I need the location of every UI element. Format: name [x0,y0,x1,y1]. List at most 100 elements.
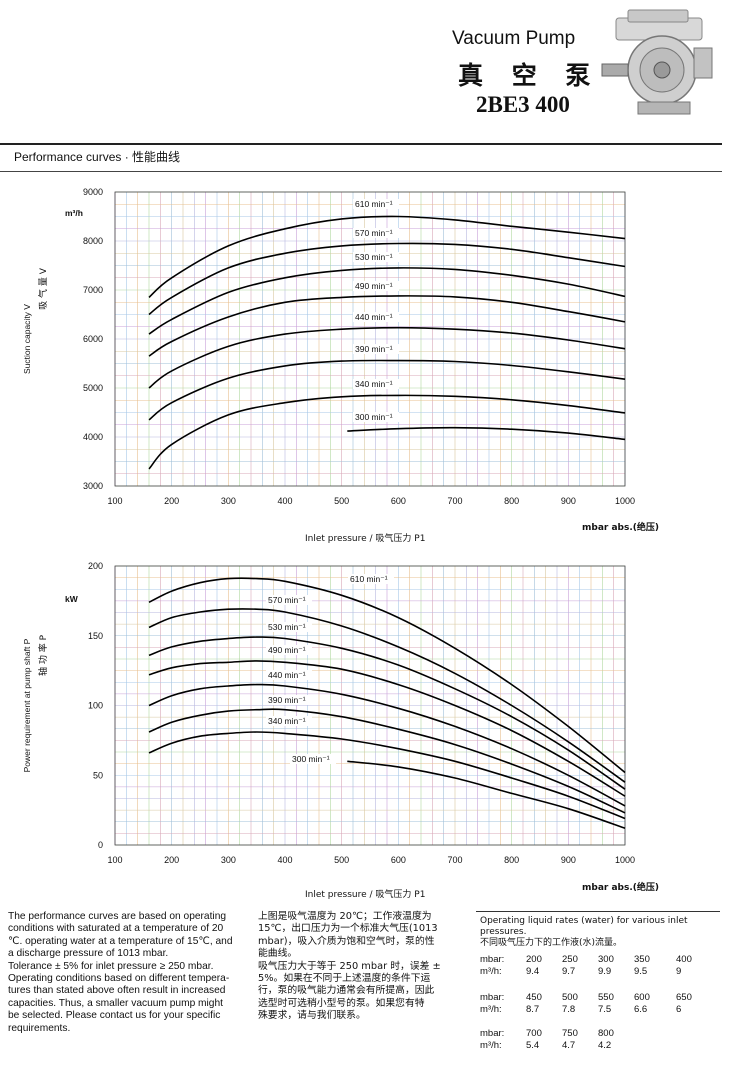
chart-xtick-label: 900 [561,855,576,865]
model-name: 2BE3 400 [476,92,570,117]
chart-series-label: 570 min⁻¹ [268,595,306,605]
chart-series-line [148,731,626,820]
note-cn-line: 行，泵的吸气能力通常会有所提高，因此 [258,985,435,997]
rates-flow-value: 6 [676,1004,682,1015]
chart-series-label: 440 min⁻¹ [355,312,393,322]
chart-series-line [148,242,626,316]
chart-series-label: 490 min⁻¹ [355,281,393,291]
operating-liquid-table [476,911,720,1060]
chart-series-label-bg [266,716,312,726]
chart-xtick-label: 700 [447,496,462,506]
note-en-line: requirements. [8,1022,71,1034]
chart-xtick-label: 300 [221,855,236,865]
chart-series-label: 610 min⁻¹ [350,574,388,584]
chart-series-label-bg [353,312,399,322]
chart-xtick-label: 300 [221,496,236,506]
chart-ytick-label: 6000 [83,334,103,344]
chart-series-line [148,295,626,357]
chart-ytick-label: 50 [93,770,103,780]
chart-series-line [148,608,626,783]
chart-ytick-label: 5000 [83,383,103,393]
rates-mbar-label: mbar: [480,1028,505,1039]
operating-liquid-title-cn: 不同吸气压力下的工作液(水)流量。 [480,938,623,948]
chart-ylabel-cn: 吸 气 量 V [37,267,49,310]
title-cn: 真 空 泵 [458,61,601,90]
chart-xlabel: Inlet pressure / 吸气压力 P1 [305,888,425,900]
chart-series-label-bg [348,574,394,584]
note-english: The performance curves are based on oper… [8,911,248,1035]
chart-series-label-bg [353,412,399,422]
chart-yunit: m³/h [65,208,83,218]
chart-ytick-label: 150 [88,631,103,641]
chart-ytick-label: 4000 [83,432,103,442]
operating-liquid-title-en: Operating liquid rates (water) for vario… [480,916,688,937]
rates-mbar-value: 350 [634,954,650,965]
chart-series-line [148,394,626,470]
chart-ylabel-cn: 轴 功 率 P [37,634,49,676]
rates-flow-value: 7.8 [562,1004,576,1015]
title-en: Vacuum Pump [452,28,576,49]
chart-xtick-label: 800 [504,855,519,865]
rates-mbar-value: 550 [598,992,614,1003]
chart-series-label: 610 min⁻¹ [355,199,393,209]
chart-series-label: 300 min⁻¹ [292,754,330,764]
note-cn-line: 能曲线。 [258,948,298,960]
chart-xtick-label: 200 [164,496,179,506]
chart-series-label: 390 min⁻¹ [268,695,306,705]
chart-series-line [347,760,626,830]
chart-series-label-bg [266,595,312,605]
chart-series-label-bg [266,622,312,632]
chart-ytick-label: 9000 [83,187,103,197]
rates-flow-label: m³/h: [480,1040,502,1051]
chart-series-label: 390 min⁻¹ [355,344,393,354]
chart-ytick-label: 3000 [83,481,103,491]
chart-xunit: mbar abs.(绝压) [582,881,659,893]
operating-liquid-title: Operating liquid rates (water) for vario… [480,916,720,949]
chart-ytick-label: 7000 [83,285,103,295]
chart-series-label-bg [266,670,312,680]
chart-series-label-bg [353,281,399,291]
chart-series-label-bg [290,754,336,764]
chart-xtick-label: 400 [277,496,292,506]
chart-series-line [148,577,626,774]
chart-xtick-label: 1000 [615,855,635,865]
chart-series-label: 570 min⁻¹ [355,228,393,238]
chart-ytick-label: 8000 [83,236,103,246]
chart-frame [114,191,626,487]
rates-flow-value: 9.9 [598,966,612,977]
note-en-line: a discharge pressure of 1013 mbar. [8,948,169,960]
chart-xtick-label: 600 [391,855,406,865]
rates-flow-value: 8.7 [526,1004,540,1015]
note-en-line: The performance curves are based on oper… [8,911,227,922]
chart-xtick-label: 400 [277,855,292,865]
rates-mbar-value: 400 [676,954,692,965]
note-en-line: tures than stated above often result in … [8,985,226,997]
note-en-line: ℃. operating water at a temperature of 1… [8,935,233,947]
rates-flow-value: 9.5 [634,966,648,977]
chart-xtick-label: 100 [107,496,122,506]
note-cn-line: mbar)，吸入介质为饱和空气时，泵的性 [258,935,435,947]
chart-xtick-label: 900 [561,496,576,506]
chart-series-line [148,359,626,421]
chart-series-label: 340 min⁻¹ [355,379,393,389]
chart-series-label-bg [353,252,399,262]
rates-flow-value: 9 [676,966,682,977]
chart-series-line [148,708,626,814]
rates-mbar-value: 250 [562,954,578,965]
chart-series-label-bg [353,228,399,238]
rates-flow-value: 4.2 [598,1040,612,1051]
rates-flow-value: 7.5 [598,1004,612,1015]
performance-charts: 100 200 300 400 500 600 700 800 900 1000300040005… [22,187,659,900]
chart-series-label: 340 min⁻¹ [268,716,306,726]
chart-series-label-bg [353,344,399,354]
chart-xtick-label: 100 [107,855,122,865]
note-cn-line: 殊要求，请与我们联系。 [258,1010,366,1022]
chart-series-label-bg [353,199,399,209]
note-cn-line: 选型时可选稍小型号的泵。如果您有特 [258,997,425,1009]
chart-frame [114,565,626,846]
chart-series-label: 490 min⁻¹ [268,645,306,655]
chart-series-label: 300 min⁻¹ [355,412,393,422]
rates-flow-value: 4.7 [562,1040,576,1051]
rates-mbar-value: 300 [598,954,614,965]
rates-mbar-value: 200 [526,954,542,965]
